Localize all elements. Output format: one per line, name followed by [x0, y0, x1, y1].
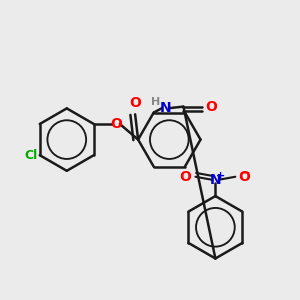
- Text: N: N: [160, 101, 171, 115]
- Text: −: −: [240, 166, 250, 179]
- Text: O: O: [180, 170, 192, 184]
- Text: O: O: [110, 117, 122, 131]
- Text: O: O: [238, 170, 250, 184]
- Text: H: H: [151, 97, 160, 106]
- Text: +: +: [216, 171, 225, 181]
- Text: O: O: [206, 100, 218, 114]
- Text: Cl: Cl: [24, 149, 38, 162]
- Text: O: O: [129, 96, 141, 110]
- Text: N: N: [210, 173, 221, 187]
